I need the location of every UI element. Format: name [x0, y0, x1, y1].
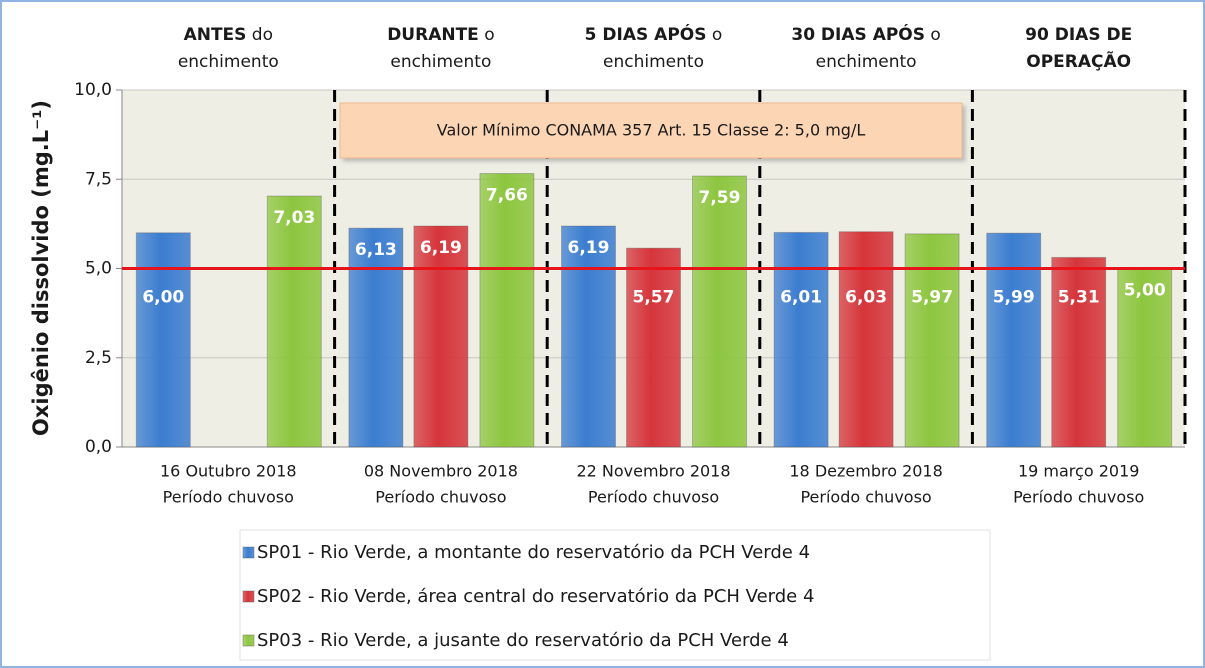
- x-tick-label: 22 Novembro 2018: [576, 462, 730, 481]
- phase-header: enchimento: [178, 52, 279, 72]
- phase-header: ANTES do: [184, 25, 273, 45]
- legend-swatch: [242, 546, 255, 559]
- legend: [239, 529, 991, 661]
- legend-swatch: [242, 634, 255, 647]
- phase-header-part: 90 DIAS DE: [1025, 25, 1132, 45]
- x-tick-label: 16 Outubro 2018: [160, 462, 297, 481]
- phase-header: 5 DIAS APÓS o: [585, 23, 723, 45]
- data-label: 5,00: [1124, 281, 1166, 301]
- x-tick-label: Período chuvoso: [163, 488, 294, 507]
- x-tick-label: Período chuvoso: [1013, 488, 1144, 507]
- y-tick-label: 10,0: [74, 80, 112, 100]
- phase-header-part: o: [479, 25, 495, 45]
- phase-header: enchimento: [816, 52, 917, 72]
- data-label: 6,19: [568, 238, 610, 258]
- bar: [1117, 268, 1173, 448]
- y-tick-label: 2,5: [85, 348, 112, 368]
- phase-header: OPERAÇÃO: [1026, 49, 1131, 72]
- phase-header: enchimento: [390, 52, 491, 72]
- data-label: 5,57: [633, 288, 675, 308]
- phase-header-part: 5 DIAS APÓS: [585, 23, 707, 45]
- data-label: 5,99: [993, 288, 1035, 308]
- bar: [626, 247, 681, 448]
- bar: [135, 232, 191, 448]
- phase-header: 90 DIAS DE: [1025, 25, 1132, 45]
- phase-header-part: OPERAÇÃO: [1026, 49, 1131, 72]
- phase-header-part: enchimento: [390, 52, 491, 72]
- legend-label: SP01 - Rio Verde, a montante do reservat…: [257, 542, 810, 563]
- data-label: 6,13: [355, 240, 397, 260]
- bar: [413, 225, 469, 448]
- legend-label: SP03 - Rio Verde, a jusante do reservató…: [257, 630, 789, 651]
- phase-header-part: do: [246, 25, 273, 45]
- legend-swatch: [242, 590, 255, 603]
- phase-header: 30 DIAS APÓS o: [791, 23, 940, 45]
- phase-header-part: enchimento: [603, 52, 704, 72]
- x-tick-label: 08 Novembro 2018: [364, 462, 518, 481]
- phase-header-part: DURANTE: [387, 25, 479, 45]
- bar: [266, 195, 322, 448]
- x-tick-label: 19 março 2019: [1018, 462, 1139, 481]
- phase-header-part: o: [925, 25, 941, 45]
- x-tick-label: Período chuvoso: [588, 488, 719, 507]
- phase-header: enchimento: [603, 52, 704, 72]
- bar: [773, 231, 829, 448]
- bar: [1051, 256, 1107, 448]
- annotation-box: [339, 102, 963, 159]
- bar: [561, 225, 616, 448]
- x-tick-label: 18 Dezembro 2018: [789, 462, 942, 481]
- bar: [986, 232, 1042, 448]
- annotation: Valor Mínimo CONAMA 357 Art. 15 Classe 2…: [437, 121, 866, 140]
- data-label: 6,19: [420, 238, 462, 258]
- data-label: 7,66: [486, 186, 528, 206]
- bar: [838, 231, 894, 448]
- data-label: 5,31: [1058, 288, 1100, 308]
- phase-header-part: ANTES: [184, 25, 247, 45]
- bar: [348, 227, 404, 448]
- bar: [692, 175, 747, 448]
- phase-header: DURANTE o: [387, 25, 494, 45]
- y-axis-label: Oxigênio dissolvido (mg.L⁻¹): [29, 100, 53, 436]
- phase-header-part: enchimento: [178, 52, 279, 72]
- data-label: 7,03: [273, 208, 315, 228]
- data-label: 5,97: [911, 288, 953, 308]
- data-label: 6,01: [780, 288, 822, 308]
- phase-header-part: o: [707, 25, 723, 45]
- phase-header-part: enchimento: [816, 52, 917, 72]
- y-tick-label: 7,5: [85, 169, 112, 189]
- x-tick-label: Período chuvoso: [800, 488, 931, 507]
- y-tick-label: 5,0: [85, 259, 112, 279]
- data-label: 7,59: [699, 188, 741, 208]
- phase-header-part: 30 DIAS APÓS: [791, 23, 925, 45]
- data-label: 6,00: [142, 288, 184, 308]
- bar: [479, 173, 535, 448]
- bar: [904, 233, 960, 448]
- y-tick-label: 0,0: [85, 437, 112, 457]
- legend-label: SP02 - Rio Verde, área central do reserv…: [257, 586, 814, 607]
- data-label: 6,03: [845, 288, 887, 308]
- x-tick-label: Período chuvoso: [375, 488, 506, 507]
